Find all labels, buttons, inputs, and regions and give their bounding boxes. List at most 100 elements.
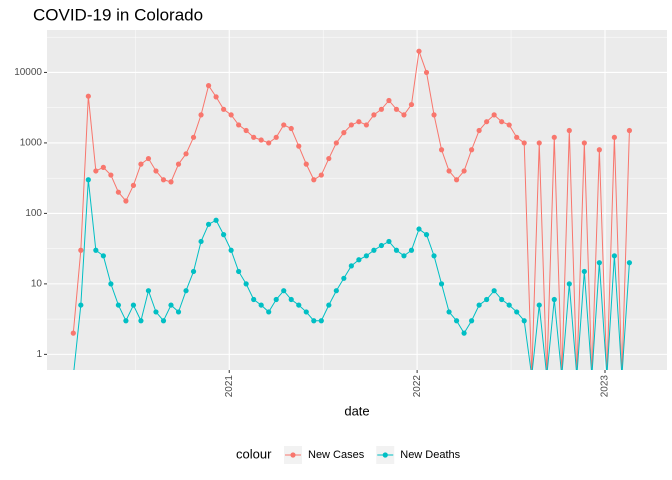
data-point	[205, 221, 212, 227]
y-tick-label: 1	[36, 349, 42, 360]
data-point	[536, 302, 542, 308]
legend-key-point	[382, 452, 388, 458]
data-point	[611, 134, 617, 140]
data-point	[446, 309, 452, 315]
data-point	[551, 296, 557, 303]
data-point	[476, 302, 482, 308]
data-point	[228, 247, 234, 253]
data-point	[190, 134, 197, 140]
data-point	[438, 147, 445, 153]
data-point	[484, 296, 490, 303]
data-point	[251, 134, 257, 140]
data-point	[544, 373, 549, 378]
data-point	[371, 247, 377, 253]
data-point	[303, 161, 309, 167]
data-point	[145, 155, 152, 162]
data-point	[581, 140, 587, 146]
data-point	[356, 119, 362, 125]
data-point	[123, 318, 129, 324]
data-point	[453, 318, 460, 324]
data-point	[408, 101, 415, 108]
data-point	[499, 119, 505, 125]
y-tick-label: 1000	[20, 138, 43, 149]
data-point	[341, 130, 347, 136]
data-point	[123, 198, 129, 204]
data-point	[499, 296, 505, 303]
data-point	[85, 177, 91, 183]
data-point	[476, 127, 482, 134]
data-point	[326, 302, 332, 308]
data-point	[356, 257, 362, 263]
data-point	[100, 253, 106, 259]
data-point	[311, 177, 317, 183]
data-point	[363, 253, 369, 259]
data-point	[348, 263, 354, 269]
data-point	[581, 268, 587, 275]
data-point	[115, 302, 121, 308]
data-point	[145, 288, 152, 294]
data-point	[514, 134, 520, 140]
legend-label: New Cases	[308, 449, 365, 461]
data-point	[574, 373, 579, 378]
data-point	[153, 309, 159, 315]
data-point	[453, 177, 460, 183]
data-point	[378, 242, 385, 249]
data-point	[401, 112, 407, 118]
data-point	[611, 253, 617, 259]
data-point	[544, 373, 549, 378]
data-point	[514, 309, 520, 315]
data-point	[589, 373, 594, 378]
data-point	[236, 122, 242, 128]
data-point	[273, 134, 279, 140]
data-point	[619, 373, 624, 378]
data-point	[153, 168, 159, 174]
data-point	[175, 309, 182, 315]
plot-area	[70, 48, 633, 378]
data-point	[71, 373, 76, 378]
y-tick-label: 100	[25, 208, 42, 219]
data-point	[393, 106, 400, 112]
data-point	[423, 69, 430, 76]
data-point	[596, 260, 602, 266]
data-point	[326, 155, 332, 162]
data-point	[431, 112, 437, 118]
data-point	[559, 373, 564, 378]
data-point	[378, 106, 385, 112]
data-point	[506, 302, 512, 308]
data-point	[446, 168, 452, 174]
data-point	[491, 112, 497, 118]
data-point	[190, 268, 197, 275]
x-tick-label: 2022	[412, 375, 423, 398]
data-point	[78, 247, 84, 253]
data-point	[70, 330, 76, 336]
data-point	[108, 281, 114, 287]
data-point	[589, 373, 594, 378]
data-point	[115, 189, 121, 195]
data-point	[281, 288, 287, 294]
data-point	[461, 168, 467, 174]
data-point	[626, 260, 633, 266]
data-point	[469, 147, 475, 153]
data-point	[469, 318, 475, 324]
data-point	[93, 168, 99, 174]
data-point	[183, 151, 189, 157]
x-tick-label: 2021	[224, 375, 235, 398]
data-point	[198, 238, 204, 245]
data-point	[138, 161, 144, 167]
data-point	[574, 373, 579, 378]
data-point	[619, 373, 624, 378]
data-point	[236, 268, 242, 275]
data-point	[258, 302, 264, 308]
data-point	[296, 143, 302, 149]
data-point	[281, 122, 287, 128]
data-point	[130, 182, 137, 188]
data-point	[108, 172, 114, 178]
data-point	[205, 83, 212, 89]
data-point	[183, 288, 189, 294]
x-tick-label: 2023	[600, 375, 611, 398]
data-point	[431, 253, 437, 259]
data-point	[175, 161, 182, 167]
data-point	[423, 232, 430, 238]
